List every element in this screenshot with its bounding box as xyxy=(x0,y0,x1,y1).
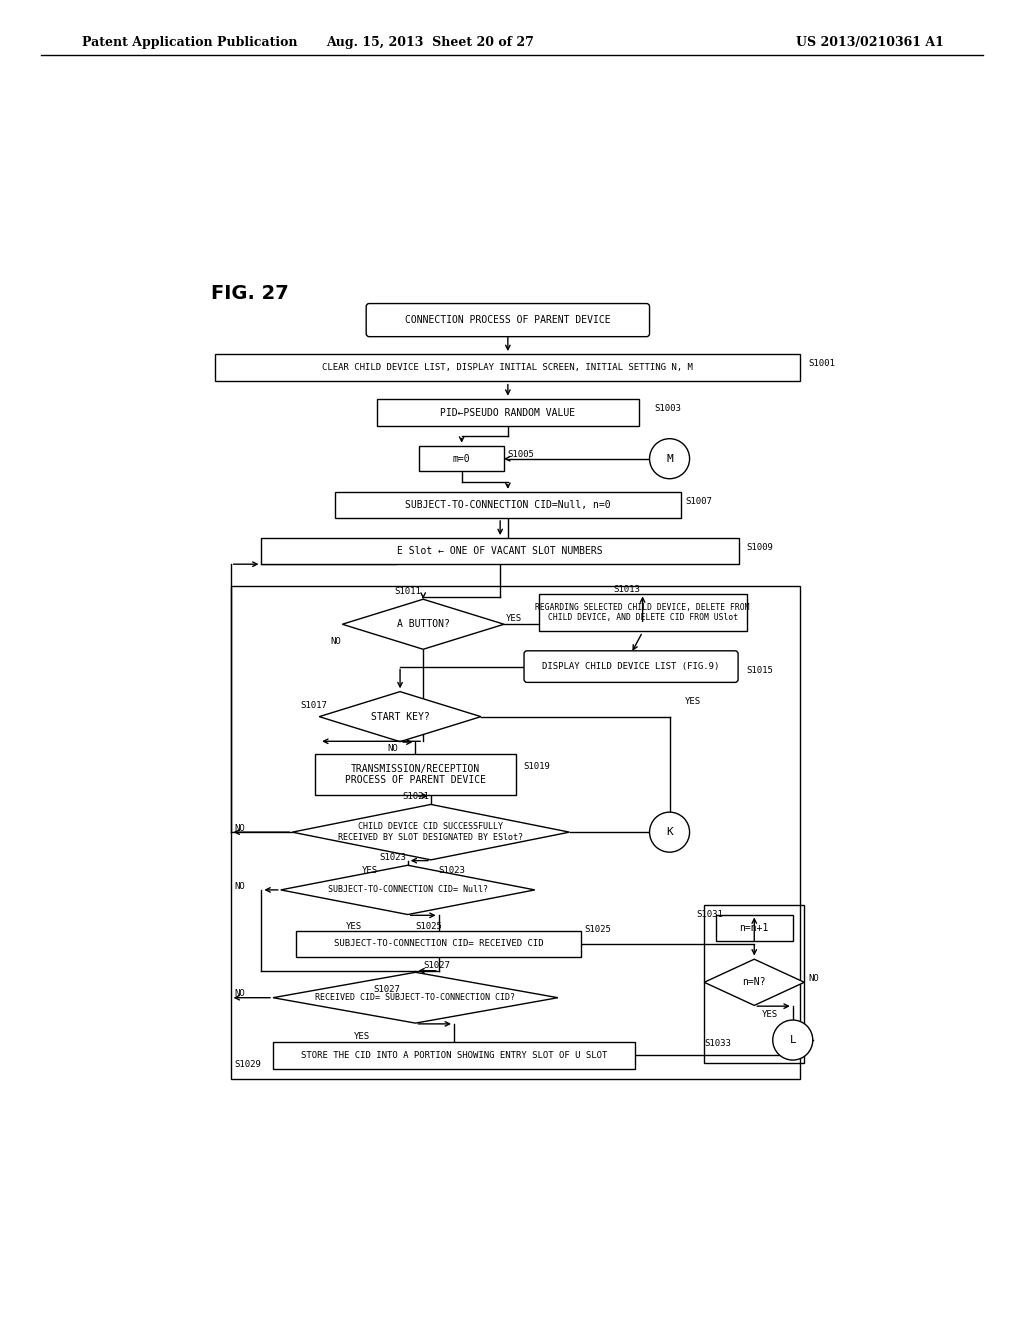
Bar xyxy=(296,931,581,957)
Text: S1027: S1027 xyxy=(423,961,450,970)
Polygon shape xyxy=(273,973,558,1023)
Text: S1023: S1023 xyxy=(379,853,406,862)
Text: YES: YES xyxy=(346,923,362,932)
Text: S1021: S1021 xyxy=(402,792,429,801)
Bar xyxy=(539,594,746,631)
Text: A BUTTON?: A BUTTON? xyxy=(396,619,450,630)
Text: US 2013/0210361 A1: US 2013/0210361 A1 xyxy=(797,36,944,49)
Text: S1031: S1031 xyxy=(696,909,723,919)
Text: REGARDING SELECTED CHILD DEVICE, DELETE FROM
CHILD DEVICE, AND DELETE CID FROM U: REGARDING SELECTED CHILD DEVICE, DELETE … xyxy=(536,603,750,623)
Bar xyxy=(315,754,515,795)
Text: NO: NO xyxy=(387,744,397,754)
Text: SUBJECT-TO-CONNECTION CID= RECEIVED CID: SUBJECT-TO-CONNECTION CID= RECEIVED CID xyxy=(334,940,544,948)
Polygon shape xyxy=(319,692,481,742)
Circle shape xyxy=(649,438,689,479)
Text: K: K xyxy=(667,828,673,837)
Text: n=N?: n=N? xyxy=(742,977,766,987)
Text: YES: YES xyxy=(506,614,522,623)
Text: E Slot ← ONE OF VACANT SLOT NUMBERS: E Slot ← ONE OF VACANT SLOT NUMBERS xyxy=(397,546,603,556)
Text: S1009: S1009 xyxy=(746,543,773,552)
Text: S1027: S1027 xyxy=(373,986,400,994)
Text: NO: NO xyxy=(234,990,246,998)
Text: M: M xyxy=(667,454,673,463)
Text: S1013: S1013 xyxy=(613,585,641,594)
Bar xyxy=(273,1043,635,1069)
Text: S1007: S1007 xyxy=(685,496,712,506)
Polygon shape xyxy=(281,866,535,915)
Text: Patent Application Publication: Patent Application Publication xyxy=(82,36,297,49)
Text: S1033: S1033 xyxy=(705,1039,731,1048)
FancyBboxPatch shape xyxy=(524,651,738,682)
Text: NO: NO xyxy=(808,974,819,983)
Text: CONNECTION PROCESS OF PARENT DEVICE: CONNECTION PROCESS OF PARENT DEVICE xyxy=(406,315,610,325)
Bar xyxy=(215,354,801,381)
Text: L: L xyxy=(790,1035,796,1045)
Text: S1019: S1019 xyxy=(523,762,550,771)
Text: S1025: S1025 xyxy=(585,925,611,935)
Bar xyxy=(419,446,504,471)
Text: SUBJECT-TO-CONNECTION CID=Null, n=0: SUBJECT-TO-CONNECTION CID=Null, n=0 xyxy=(406,500,610,510)
Text: S1029: S1029 xyxy=(234,1060,261,1069)
Text: CLEAR CHILD DEVICE LIST, DISPLAY INITIAL SCREEN, INITIAL SETTING N, M: CLEAR CHILD DEVICE LIST, DISPLAY INITIAL… xyxy=(323,363,693,372)
Text: S1011: S1011 xyxy=(394,587,421,597)
Text: S1025: S1025 xyxy=(416,923,442,932)
Text: NO: NO xyxy=(234,882,246,891)
Text: n=n+1: n=n+1 xyxy=(739,924,769,933)
Text: S1001: S1001 xyxy=(808,359,835,368)
Bar xyxy=(230,586,801,1078)
Bar xyxy=(335,492,681,517)
FancyBboxPatch shape xyxy=(367,304,649,337)
Text: DISPLAY CHILD DEVICE LIST (FIG.9): DISPLAY CHILD DEVICE LIST (FIG.9) xyxy=(543,663,720,671)
Text: START KEY?: START KEY? xyxy=(371,711,429,722)
Text: FIG. 27: FIG. 27 xyxy=(211,284,289,302)
Bar xyxy=(705,906,804,1063)
Text: S1005: S1005 xyxy=(508,450,535,459)
Text: YES: YES xyxy=(354,1032,370,1040)
Text: YES: YES xyxy=(361,866,378,875)
Text: NO: NO xyxy=(331,636,342,645)
Text: SUBJECT-TO-CONNECTION CID= Null?: SUBJECT-TO-CONNECTION CID= Null? xyxy=(328,886,487,895)
Text: S1023: S1023 xyxy=(438,866,466,875)
Polygon shape xyxy=(705,960,804,1006)
Text: YES: YES xyxy=(685,697,701,706)
Circle shape xyxy=(773,1020,813,1060)
Bar xyxy=(261,539,739,564)
Bar xyxy=(716,915,793,941)
Text: RECEIVED CID= SUBJECT-TO-CONNECTION CID?: RECEIVED CID= SUBJECT-TO-CONNECTION CID? xyxy=(315,993,515,1002)
Text: Aug. 15, 2013  Sheet 20 of 27: Aug. 15, 2013 Sheet 20 of 27 xyxy=(326,36,535,49)
Text: PID←PSEUDO RANDOM VALUE: PID←PSEUDO RANDOM VALUE xyxy=(440,408,575,417)
Text: CHILD DEVICE CID SUCCESSFULLY
RECEIVED BY SLOT DESIGNATED BY ESlot?: CHILD DEVICE CID SUCCESSFULLY RECEIVED B… xyxy=(338,822,523,842)
Text: STORE THE CID INTO A PORTION SHOWING ENTRY SLOT OF U SLOT: STORE THE CID INTO A PORTION SHOWING ENT… xyxy=(301,1051,607,1060)
Polygon shape xyxy=(342,599,504,649)
Bar xyxy=(377,400,639,425)
Circle shape xyxy=(649,812,689,853)
Polygon shape xyxy=(292,804,569,859)
Text: S1015: S1015 xyxy=(746,667,773,675)
Text: YES: YES xyxy=(762,1010,778,1019)
Text: NO: NO xyxy=(234,824,246,833)
Text: S1003: S1003 xyxy=(654,404,681,413)
Text: S1017: S1017 xyxy=(300,701,327,710)
Text: TRANSMISSION/RECEPTION
PROCESS OF PARENT DEVICE: TRANSMISSION/RECEPTION PROCESS OF PARENT… xyxy=(345,763,486,785)
Text: m=0: m=0 xyxy=(453,454,470,463)
